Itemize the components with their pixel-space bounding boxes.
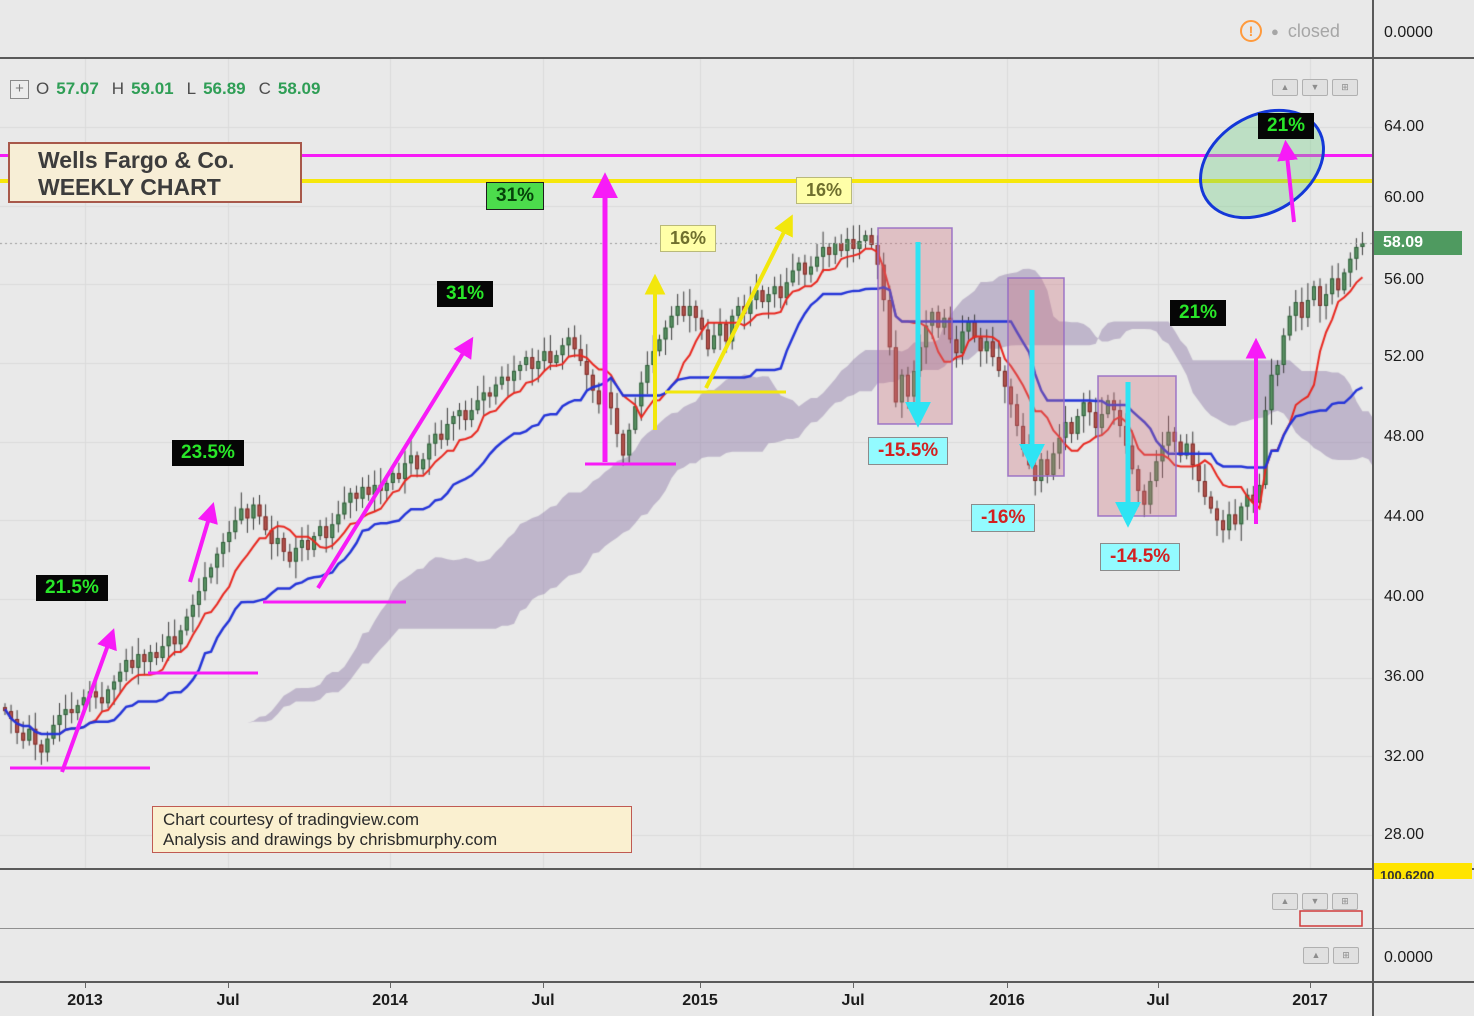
low-label: L — [186, 79, 197, 98]
credit-box[interactable]: Chart courtesy of tradingview.com Analys… — [152, 806, 632, 853]
pane-separator-top[interactable] — [0, 57, 1474, 59]
chart-title-line1: Wells Fargo & Co. — [38, 147, 235, 173]
close-label: C — [258, 79, 271, 98]
percent-label[interactable]: -14.5% — [1100, 543, 1181, 571]
time-axis-tick — [543, 983, 544, 988]
price-axis-label: 28.00 — [1384, 826, 1425, 843]
time-axis-separator — [0, 981, 1474, 983]
indicator-value-badge: 100.6200 — [1374, 863, 1472, 879]
price-axis-label: 44.00 — [1384, 508, 1425, 525]
price-axis-label: 32.00 — [1384, 748, 1425, 765]
high-label: H — [111, 79, 125, 98]
time-axis-label: 2017 — [1292, 992, 1328, 1009]
warning-icon[interactable]: ! — [1240, 20, 1262, 42]
time-axis-tick — [1007, 983, 1008, 988]
time-axis-label: 2013 — [67, 992, 103, 1009]
caret-up-pane-button[interactable]: ▲ — [1303, 947, 1329, 964]
low-value: 56.89 — [203, 79, 246, 98]
status-dot-icon: ● — [1271, 23, 1279, 39]
caret-up-pane-button[interactable]: ▲ — [1272, 893, 1298, 910]
caret-down-pane-button[interactable]: ▼ — [1302, 893, 1328, 910]
caret-down-pane-button[interactable]: ▼ — [1302, 79, 1328, 96]
percent-label[interactable]: 23.5% — [172, 440, 244, 466]
price-axis-border — [1372, 0, 1374, 1016]
caret-up-pane-button[interactable]: ▲ — [1272, 79, 1298, 96]
percent-label[interactable]: 21.5% — [36, 575, 108, 601]
maximize-pane-button[interactable]: ⊞ — [1332, 79, 1358, 96]
open-label: O — [36, 79, 50, 98]
time-axis-label: 2015 — [682, 992, 718, 1009]
time-axis-label: Jul — [216, 992, 240, 1009]
plus-icon[interactable]: + — [10, 79, 29, 99]
time-axis-label: Jul — [1146, 992, 1170, 1009]
percent-label[interactable]: 21% — [1170, 300, 1227, 326]
time-axis-tick — [1310, 983, 1311, 988]
credit-line1: Chart courtesy of tradingview.com — [163, 810, 420, 829]
magenta-horizontal-line[interactable] — [0, 154, 1372, 157]
market-status: ! ● closed — [1240, 20, 1340, 42]
price-axis-label: 36.00 — [1384, 668, 1425, 685]
chart-title-box[interactable]: Wells Fargo & Co. WEEKLY CHART — [8, 142, 302, 203]
pane-separator-b[interactable] — [0, 928, 1474, 929]
percent-label[interactable]: 16% — [660, 225, 717, 252]
close-value: 58.09 — [277, 79, 321, 98]
time-axis-label: Jul — [531, 992, 555, 1009]
price-axis-label: 52.00 — [1384, 348, 1425, 365]
maximize-pane-button[interactable]: ⊞ — [1332, 893, 1358, 910]
percent-label[interactable]: 21% — [1258, 113, 1315, 139]
time-axis-tick — [853, 983, 854, 988]
market-closed-label: closed — [1287, 20, 1340, 41]
bottom-pane-value: 0.0000 — [1384, 949, 1433, 966]
percent-label[interactable]: -15.5% — [868, 437, 949, 465]
yellow-horizontal-line[interactable] — [0, 179, 1372, 183]
last-price-badge: 58.09 — [1374, 231, 1462, 255]
percent-label[interactable]: 16% — [796, 177, 853, 204]
time-axis-label: 2014 — [372, 992, 408, 1009]
time-axis-tick — [700, 983, 701, 988]
price-axis-label: 48.00 — [1384, 428, 1425, 445]
time-axis-tick — [85, 983, 86, 988]
time-axis-tick — [390, 983, 391, 988]
high-value: 59.01 — [131, 79, 174, 98]
chart-title-line2: WEEKLY CHART — [38, 174, 221, 200]
percent-label[interactable]: -16% — [971, 504, 1036, 532]
ohlc-legend: + O 57.07 H 59.01 L 56.89 C 58.09 — [10, 79, 326, 99]
time-axis-label: Jul — [841, 992, 865, 1009]
time-axis-tick — [228, 983, 229, 988]
price-axis-label: 56.00 — [1384, 271, 1425, 288]
top-pane-value: 0.0000 — [1384, 24, 1433, 41]
time-axis-label: 2016 — [989, 992, 1025, 1009]
credit-line2: Analysis and drawings by chrisbmurphy.co… — [163, 830, 498, 849]
time-axis-tick — [1158, 983, 1159, 988]
maximize-pane-button[interactable]: ⊞ — [1333, 947, 1359, 964]
percent-label[interactable]: 31% — [437, 281, 494, 307]
percent-label[interactable]: 31% — [486, 182, 545, 210]
price-axis-label: 64.00 — [1384, 118, 1425, 135]
price-axis-label: 40.00 — [1384, 588, 1425, 605]
open-value: 57.07 — [56, 79, 99, 98]
pane-separator-a[interactable] — [0, 868, 1474, 870]
price-axis-label: 60.00 — [1384, 189, 1425, 206]
